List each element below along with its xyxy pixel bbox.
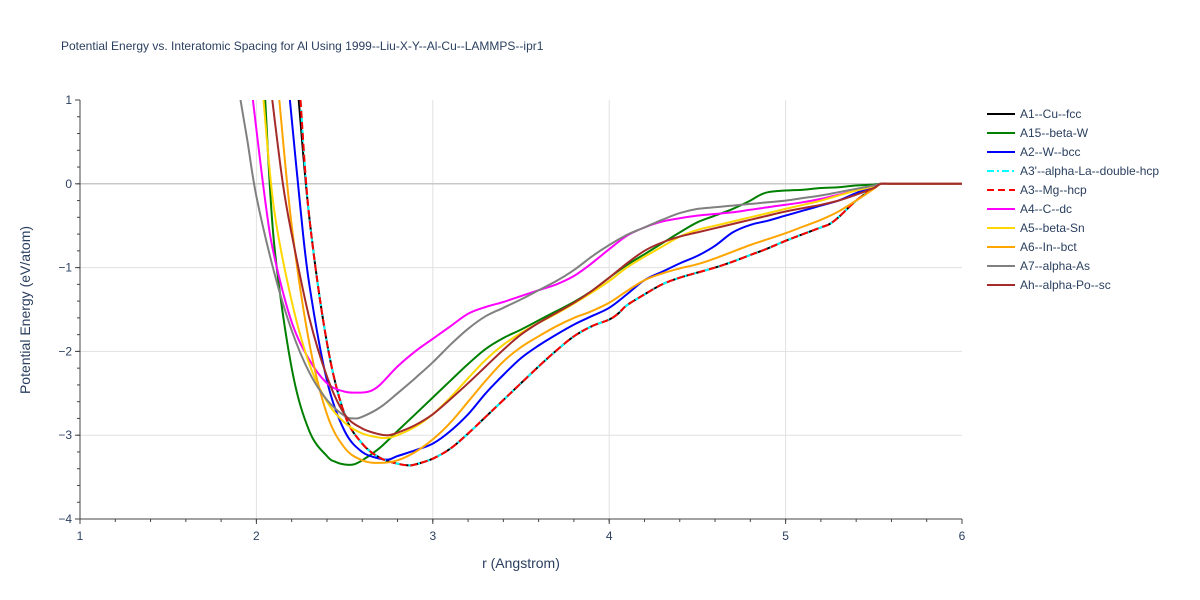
y-tick-label: −3: [58, 428, 72, 442]
legend-label: A4--C--dc: [1020, 202, 1072, 216]
legend-label: A1--Cu--fcc: [1020, 107, 1081, 121]
legend[interactable]: A1--Cu--fcc A15--beta-W A2--W--bcc A3'--alp…: [987, 107, 1159, 292]
legend-label: A6--In--bct: [1020, 240, 1077, 254]
series-line-a1-cu-fcc: [297, 100, 962, 467]
legend-label: Ah--alpha-Po--sc: [1020, 278, 1111, 292]
legend-label: A15--beta-W: [1020, 126, 1089, 140]
series-line-a5-beta-sn: [262, 100, 962, 440]
legend-label: A7--alpha-As: [1020, 259, 1090, 273]
legend-item-a2-w-bcc[interactable]: A2--W--bcc: [987, 145, 1080, 159]
y-axis-ticks: 1 0 −1 −2 −3 −4: [58, 93, 80, 526]
y-tick-label: −1: [58, 261, 72, 275]
legend-item-a6-in-bct[interactable]: A6--In--bct: [987, 240, 1077, 254]
x-axis-title: r (Angstrom): [482, 555, 560, 571]
y-tick-label: −4: [58, 512, 72, 526]
axes: [79, 100, 962, 520]
legend-item-a3-alpha-la-double-hcp[interactable]: A3'--alpha-La--double-hcp: [987, 164, 1159, 178]
y-tick-label: 1: [65, 93, 72, 107]
legend-item-a7-alpha-as[interactable]: A7--alpha-As: [987, 259, 1090, 273]
plot-area: [239, 100, 962, 467]
legend-label: A5--beta-Sn: [1020, 221, 1085, 235]
x-tick-label: 2: [253, 529, 260, 543]
x-tick-label: 6: [959, 529, 966, 543]
legend-item-ah-alpha-po-sc[interactable]: Ah--alpha-Po--sc: [987, 278, 1111, 292]
series-line-a2-w-bcc: [288, 100, 962, 461]
grid: [80, 100, 962, 519]
series-line-a7-alpha-as: [239, 100, 962, 420]
chart-title: Potential Energy vs. Interatomic Spacing…: [61, 39, 544, 53]
series-line-a15-beta-w: [264, 100, 962, 466]
legend-item-a15-beta-w[interactable]: A15--beta-W: [987, 126, 1089, 140]
legend-item-a3-mg-hcp[interactable]: A3--Mg--hcp: [987, 183, 1087, 197]
legend-label: A2--W--bcc: [1020, 145, 1080, 159]
y-tick-label: 0: [65, 177, 72, 191]
x-tick-label: 3: [429, 529, 436, 543]
x-tick-label: 1: [77, 529, 84, 543]
series-line-a3-alpha-la-double-hcp: [299, 100, 962, 467]
legend-item-a4-c-dc[interactable]: A4--C--dc: [987, 202, 1072, 216]
y-tick-label: −2: [58, 344, 72, 358]
series-line-a6-in-bct: [278, 100, 962, 464]
legend-item-a5-beta-sn[interactable]: A5--beta-Sn: [987, 221, 1085, 235]
x-tick-label: 4: [606, 529, 613, 543]
y-axis-title: Potential Energy (eV/atom): [17, 226, 33, 394]
legend-item-a1-cu-fcc[interactable]: A1--Cu--fcc: [987, 107, 1081, 121]
legend-label: A3'--alpha-La--double-hcp: [1020, 164, 1159, 178]
x-tick-label: 5: [782, 529, 789, 543]
x-axis-ticks: 1 2 3 4 5 6: [77, 519, 966, 543]
legend-label: A3--Mg--hcp: [1020, 183, 1087, 197]
series-line-a3-mg-hcp: [299, 100, 962, 467]
series-line-ah-alpha-po-sc: [271, 100, 962, 437]
